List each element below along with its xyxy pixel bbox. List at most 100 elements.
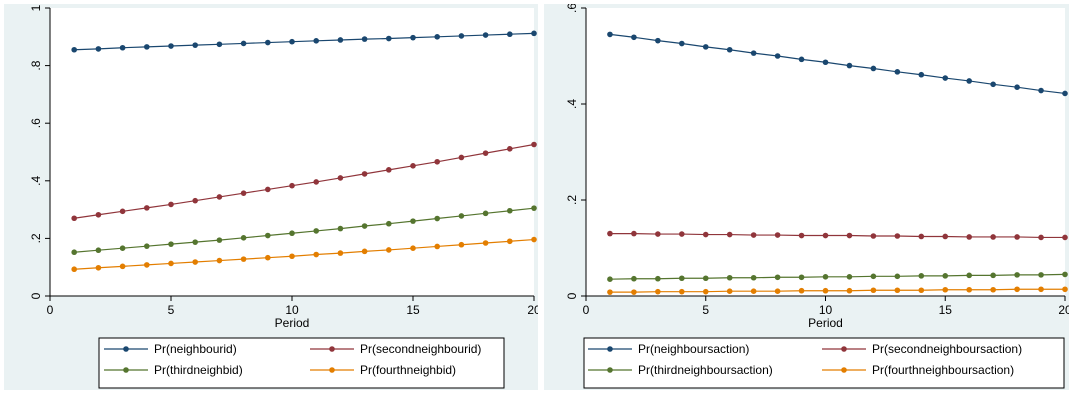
right-series-1-point (942, 233, 949, 240)
right-series-2-point (1062, 271, 1068, 278)
left-series-1-point (168, 201, 174, 208)
left-series-3-point (386, 247, 392, 253)
left-x-tick-1-label: 5 (168, 303, 175, 317)
left-series-1-point (71, 215, 77, 222)
right-series-1-line (609, 233, 1065, 239)
right-series-3-point (846, 287, 853, 294)
right-series-0-point (966, 78, 972, 84)
left-series-0-point (386, 35, 392, 42)
left-series-1-point (386, 167, 392, 173)
left-legend-label-2: Pr(thirdneighbid) (154, 363, 243, 377)
right-series-2-point (990, 272, 996, 279)
left-series-0-point (240, 40, 247, 47)
left-y-tick-4-label: .8 (29, 60, 43, 70)
left-series-1-point (434, 158, 441, 165)
right-x-tick-1-label: 5 (702, 303, 709, 317)
right-series-0-point (918, 71, 925, 78)
left-series-0-point (482, 32, 489, 38)
left-series-3-line (74, 238, 535, 270)
right-series-2-point (846, 274, 853, 280)
right-series-1-point (726, 231, 733, 238)
right-series-0-line (609, 33, 1066, 95)
right-series-1-point (798, 232, 805, 239)
left-legend-item-3: Pr(fourthneighbid) (310, 363, 456, 377)
left-series-0-point (531, 30, 537, 37)
left-y-tick-2-label: .4 (29, 175, 43, 185)
right-series-0-point (750, 50, 757, 56)
left-series-0-point (458, 33, 465, 39)
right-series-3-line (609, 288, 1065, 293)
right-series-0-point (1062, 90, 1068, 97)
right-series-3-point (655, 288, 661, 295)
right-y-tick-3-label: .6 (565, 4, 579, 13)
left-series-1-point (119, 208, 126, 215)
right-series-3-point (990, 286, 996, 293)
right-legend-marker-2 (607, 367, 613, 373)
right-series-0-point (942, 75, 949, 81)
left-chart-panel: 0.2.4.6.8 1 0 5 10 15 20 Period Pr(neighbourid) P… (4, 4, 541, 390)
right-series-2-point (894, 273, 901, 280)
left-series-3-point (361, 248, 368, 255)
right-legend-label-0: Pr(neighboursaction) (638, 342, 749, 356)
right-legend-marker-1 (841, 346, 847, 352)
right-series-0-point (894, 69, 901, 75)
left-series-3-point (168, 260, 174, 267)
right-x-tick-2-label: 10 (819, 303, 833, 317)
left-series-2-point (265, 232, 271, 239)
right-series-2-point (942, 273, 949, 279)
left-series-3-point (265, 254, 271, 261)
right-series-0-point (631, 34, 637, 41)
right-series-0-point (846, 62, 853, 69)
right-x-tick-4-label: 20 (1058, 303, 1069, 317)
right-series-2-point (607, 276, 613, 283)
left-legend-item-2: Pr(thirdneighbid) (104, 363, 243, 377)
left-series-3-point (192, 259, 198, 265)
left-series-1-point (265, 186, 271, 193)
left-y-tick-1-label: .2 (29, 233, 43, 243)
right-series-1-point (750, 232, 757, 238)
right-series-3-point (918, 287, 925, 294)
left-legend-item-0: Pr(neighbourid) (104, 342, 237, 356)
right-series-1-point (631, 230, 637, 237)
left-series-1-point (482, 150, 489, 156)
left-series-2-point (71, 249, 77, 256)
left-series-3-point (95, 264, 102, 271)
right-series-2-point (918, 273, 925, 279)
right-legend (583, 337, 1065, 389)
right-legend-label-3: Pr(fourthneighboursaction) (872, 363, 1014, 377)
left-legend-label-0: Pr(neighbourid) (154, 342, 237, 356)
left-series-3-point (119, 263, 126, 270)
right-series-0-point (798, 56, 805, 63)
right-series-2-point (631, 275, 637, 282)
left-series-2-point (95, 247, 102, 254)
left-series-0-point (507, 31, 513, 38)
left-series-2-point (240, 235, 247, 241)
right-series-1-point (870, 233, 877, 239)
right-series-0-point (822, 59, 829, 66)
left-series-0-point (71, 46, 77, 53)
left-series-3-point (482, 240, 489, 246)
left-series-2-point (410, 218, 416, 224)
right-series-3-point (607, 289, 613, 295)
left-series-3 (71, 236, 537, 273)
left-series-3-point (531, 236, 537, 243)
left-series-3-point (144, 262, 150, 268)
left-y-tick-3-label: .6 (29, 118, 43, 128)
left-series-3-point (71, 266, 77, 273)
right-series-3-point (679, 288, 685, 295)
right-x-tick-0-label: 0 (583, 303, 590, 317)
right-legend-item-1: Pr(secondneighboursaction) (822, 342, 1022, 356)
left-series-1-point (216, 194, 223, 200)
right-series-2 (607, 271, 1068, 283)
right-series-3-point (1062, 286, 1068, 293)
right-series-3-point (870, 287, 877, 294)
right-series-2-point (750, 274, 757, 281)
right-series-0-point (702, 44, 709, 50)
left-series-2-point (482, 210, 489, 217)
right-legend-marker-0 (607, 346, 613, 352)
right-x-tick-3-label: 15 (939, 303, 953, 317)
left-series-2-point (168, 241, 174, 247)
left-series-1-point (458, 154, 465, 161)
left-x-tick-4-label: 20 (527, 303, 538, 317)
